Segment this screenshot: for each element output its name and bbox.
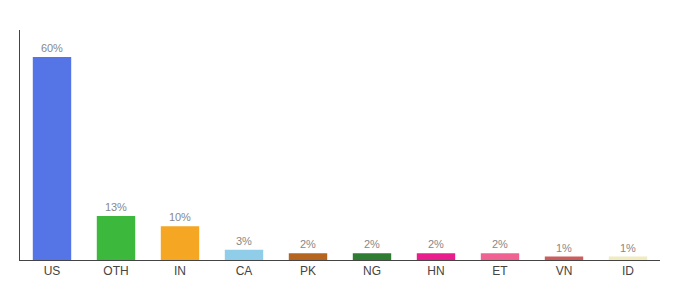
svg-text:2%: 2%	[300, 238, 316, 250]
svg-text:US: US	[44, 264, 61, 278]
svg-text:2%: 2%	[428, 238, 444, 250]
svg-text:1%: 1%	[556, 242, 572, 254]
svg-text:VN: VN	[556, 264, 573, 278]
svg-text:3%: 3%	[236, 235, 252, 247]
svg-text:CA: CA	[236, 264, 253, 278]
svg-text:60%: 60%	[41, 42, 63, 54]
svg-text:10%: 10%	[169, 211, 191, 223]
svg-text:IN: IN	[174, 264, 186, 278]
svg-text:OTH: OTH	[103, 264, 128, 278]
svg-text:ID: ID	[622, 264, 634, 278]
svg-text:2%: 2%	[492, 238, 508, 250]
svg-text:NG: NG	[363, 264, 381, 278]
svg-text:1%: 1%	[620, 242, 636, 254]
svg-text:13%: 13%	[105, 201, 127, 213]
svg-text:PK: PK	[300, 264, 316, 278]
svg-text:ET: ET	[492, 264, 508, 278]
svg-text:HN: HN	[427, 264, 444, 278]
svg-text:2%: 2%	[364, 238, 380, 250]
